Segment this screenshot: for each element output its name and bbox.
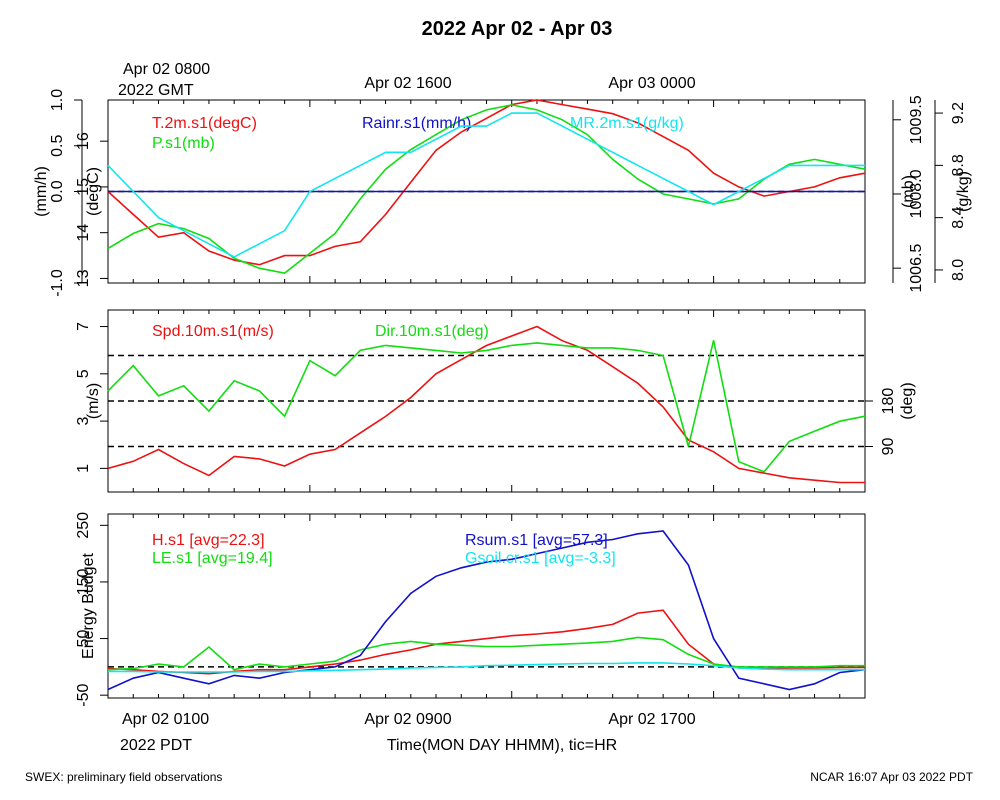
- y-tick-label: 250: [75, 512, 92, 539]
- bottom-time-first-sub: 2022 PDT: [120, 737, 192, 754]
- y-tick-label: 8.4: [950, 206, 967, 228]
- series-line-h-s1-avg-22-3: [107, 609, 865, 675]
- y-tick-label: 1.0: [49, 89, 66, 111]
- y-tick-label: -50: [75, 684, 92, 707]
- wind-panel: 1 3 5 7 (m/s) 90 180 (deg) Spd.10m.s1(m/s) Dir.10…: [75, 309, 916, 493]
- y-tick-label: 14: [75, 224, 92, 242]
- series-line-le-s1-avg-19-4: [107, 636, 865, 671]
- legend-rainr-s1-mm-h: Rainr.s1(mm/h): [362, 115, 471, 132]
- legend-dir-10m-s1-deg: Dir.10m.s1(deg): [375, 323, 489, 340]
- y-axis-label: (m/s): [85, 383, 102, 419]
- series-line-dir-10m-s1-deg: [107, 340, 866, 473]
- y-axis-label: (degC): [85, 167, 102, 216]
- y-axis-label: (mb): [900, 175, 917, 208]
- legend-t-2m-s1-degc: T.2m.s1(degC): [152, 115, 257, 132]
- met-panel: -1.0 0.0 0.5 1.0 (mm/h) 13 14 15 16 (degC) 1006.5 1…: [33, 89, 972, 297]
- y-tick-label: 1008.0: [908, 169, 925, 218]
- y-tick-label: 0.5: [49, 135, 66, 157]
- y-tick-label: 8.0: [950, 259, 967, 281]
- y-tick-label: 3: [75, 417, 92, 426]
- top-time-first-sub: 2022 GMT: [118, 82, 194, 99]
- y-tick-label: 5: [75, 369, 92, 378]
- series-line-p-s1-mb: [107, 104, 866, 274]
- series-line-spd-10m-s1-m-s: [107, 325, 865, 484]
- y-tick-label: 180: [880, 388, 897, 415]
- y-tick-label: 0.0: [49, 180, 66, 202]
- energy-panel: -50 50 150 250 Energy Budget H.s1 [avg=22.3]L…: [75, 512, 866, 707]
- bottom-time-label: Apr 02 1700: [608, 711, 695, 728]
- y-tick-label: -1.0: [49, 269, 66, 297]
- x-axis-title: Time(MON DAY HHMM), tic=HR: [387, 737, 617, 754]
- bottom-time-first-label: Apr 02 0100: [122, 711, 209, 728]
- y-tick-label: 1: [75, 464, 92, 473]
- y-tick-label: 9.2: [950, 102, 967, 124]
- top-time-first-label: Apr 02 0800: [123, 61, 210, 78]
- chart-title: 2022 Apr 02 - Apr 03: [422, 18, 613, 40]
- legend-p-s1-mb: P.s1(mb): [152, 135, 215, 152]
- y-tick-label: 15: [75, 178, 92, 196]
- top-time-label: Apr 03 0000: [608, 75, 695, 92]
- y-tick-label: 1006.5: [908, 244, 925, 293]
- legend-spd-10m-s1-m-s: Spd.10m.s1(m/s): [152, 323, 274, 340]
- legend-h-s1-avg-22-3: H.s1 [avg=22.3]: [152, 532, 265, 549]
- y-tick-label: 90: [880, 438, 897, 456]
- series-line-t-2m-s1-degc: [107, 99, 866, 266]
- legend-rsum-s1-avg-57-3: Rsum.s1 [avg=57.3]: [465, 532, 608, 549]
- footer-left: SWEX: preliminary field observations: [25, 770, 222, 784]
- y-axis-label: (mm/h): [33, 166, 50, 217]
- y-axis-label: Energy Budget: [80, 553, 97, 659]
- y-tick-label: 150: [75, 568, 92, 595]
- bottom-time-label: Apr 02 0900: [364, 711, 451, 728]
- legend-mr-2m-s1-g-kg: MR.2m.s1(g/kg): [570, 115, 684, 132]
- y-tick-label: 50: [75, 630, 92, 648]
- top-time-label: Apr 02 1600: [364, 75, 451, 92]
- legend-le-s1-avg-19-4: LE.s1 [avg=19.4]: [152, 550, 273, 567]
- series-line-mr-2m-s1-g-kg: [107, 112, 865, 258]
- y-tick-label: 13: [75, 269, 92, 287]
- y-tick-label: 7: [75, 322, 92, 331]
- series-line-rsum-s1-avg-57-3: [107, 530, 866, 691]
- y-axis-label: (deg): [899, 382, 916, 419]
- footer-right: NCAR 16:07 Apr 03 2022 PDT: [810, 770, 973, 784]
- series-line-gsoil-cr-s1-avg-3-3: [108, 662, 865, 673]
- y-tick-label: 16: [75, 132, 92, 150]
- y-tick-label: 8.8: [950, 154, 967, 176]
- y-axis-label: (g/kg): [955, 171, 972, 212]
- y-tick-label: 1009.5: [908, 95, 925, 144]
- legend-gsoil-cr-s1-avg-3-3: Gsoil.cr.s1 [avg=-3.3]: [465, 550, 616, 567]
